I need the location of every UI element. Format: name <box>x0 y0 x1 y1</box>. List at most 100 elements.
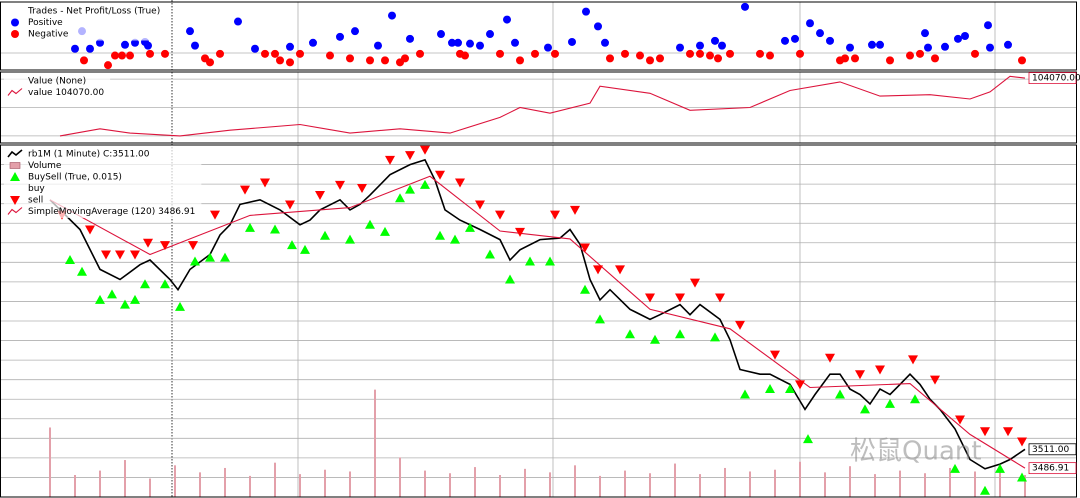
trade-dot <box>503 15 511 24</box>
trade-dot <box>131 38 139 47</box>
trade-dot <box>706 51 714 60</box>
buy-marker <box>140 279 150 289</box>
trade-dot <box>741 2 749 11</box>
sell-marker <box>855 370 865 380</box>
volume-bar <box>574 465 576 497</box>
trade-dot <box>191 41 199 50</box>
trade-dot <box>676 43 684 52</box>
value-tag-label: 3486.91 <box>1032 464 1069 474</box>
volume-bar <box>924 473 926 497</box>
trade-dot <box>756 49 764 58</box>
sell-marker <box>285 200 295 210</box>
value-tag-label: 104070.00 <box>1032 74 1080 84</box>
trade-dot <box>466 39 474 48</box>
volume-bar <box>849 466 851 497</box>
volume-bar <box>374 389 376 497</box>
trade-dot <box>251 44 259 53</box>
trade-dot <box>186 27 194 36</box>
trade-dot <box>388 11 396 20</box>
trade-dot <box>931 54 939 63</box>
trade-dot <box>234 17 242 26</box>
buy-marker <box>785 384 795 394</box>
sell-marker <box>357 184 367 194</box>
volume-bar <box>749 471 751 497</box>
panel: 3511.00 3486.91 rb1M (1 Minute) C:3511.00V… <box>0 144 1077 498</box>
buy-marker <box>107 289 117 299</box>
legend-marker <box>7 88 23 96</box>
sell-marker <box>160 241 170 251</box>
trade-dot <box>1004 40 1012 49</box>
sell-marker <box>143 238 153 248</box>
trade-dot <box>126 51 134 60</box>
buy-marker <box>465 222 475 232</box>
trade-dot <box>86 44 94 53</box>
buy-marker <box>220 252 230 262</box>
legend-label: Volume <box>28 161 62 171</box>
sell-marker <box>210 210 220 220</box>
trade-dot <box>621 49 629 58</box>
trade-dot <box>276 56 284 65</box>
volume-bar <box>524 468 526 497</box>
legend-label: Value (None) <box>28 77 86 87</box>
trade-dot <box>781 36 789 45</box>
trade-dot <box>71 44 79 53</box>
sell-marker <box>980 427 990 437</box>
panel-frame <box>0 144 1077 498</box>
trade-dot <box>346 54 354 63</box>
trade-dot <box>711 36 719 45</box>
line <box>59 75 1026 137</box>
sell-marker <box>420 145 430 155</box>
sell-marker <box>455 178 465 188</box>
trade-dot <box>261 49 269 58</box>
buy-marker <box>545 256 555 266</box>
volume-bar <box>274 462 276 497</box>
buy-marker <box>450 234 460 244</box>
legend-label: value 104070.00 <box>28 88 104 98</box>
legend-marker <box>11 30 19 38</box>
buy-marker <box>300 244 310 254</box>
buy-marker <box>580 284 590 294</box>
trade-dot <box>146 49 154 58</box>
buy-marker <box>245 222 255 232</box>
sell-marker <box>875 365 885 375</box>
buy-marker <box>1017 472 1027 482</box>
trade-dot <box>448 38 456 47</box>
volume-bar <box>649 473 651 497</box>
legend-label: buy <box>28 184 45 194</box>
sell-marker <box>435 170 445 180</box>
trade-dot <box>791 34 799 43</box>
sell-marker <box>260 178 270 188</box>
trade-dot <box>80 56 88 65</box>
panel: 104070.00 Value (None)value 104070.00 <box>0 71 1080 144</box>
trade-dot <box>646 56 654 65</box>
buy-marker <box>175 301 185 311</box>
panel-frame <box>0 71 1077 144</box>
sell-marker <box>580 243 590 253</box>
legend-box <box>4 147 202 218</box>
trade-dot <box>594 22 602 31</box>
legend-marker <box>10 172 20 181</box>
trade-dot <box>374 41 382 50</box>
sell-marker <box>405 151 415 161</box>
sell-marker <box>675 293 685 303</box>
trade-dot <box>544 43 552 52</box>
sell-marker <box>795 380 805 390</box>
trade-dot <box>296 49 304 58</box>
volume-bar <box>74 475 76 497</box>
trade-dot <box>816 29 824 38</box>
trade-dot <box>984 21 992 30</box>
trade-dot <box>726 49 734 58</box>
trade-dot <box>336 32 344 41</box>
volume-bar <box>799 461 801 497</box>
trade-dot <box>921 29 929 38</box>
legend-label: rb1M (1 Minute) C:3511.00 <box>28 150 150 160</box>
trade-dot <box>496 49 504 58</box>
trade-dot <box>986 43 994 52</box>
legend-marker <box>11 18 19 27</box>
buy-marker <box>740 389 750 399</box>
trade-dot <box>118 51 126 60</box>
sell-marker <box>908 355 918 365</box>
trade-dot <box>216 49 224 58</box>
volume-bar <box>674 463 676 497</box>
sell-marker <box>930 375 940 385</box>
